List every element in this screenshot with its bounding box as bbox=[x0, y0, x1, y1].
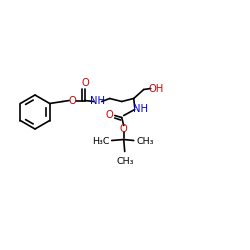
Text: CH₃: CH₃ bbox=[117, 157, 134, 166]
Text: CH₃: CH₃ bbox=[137, 137, 154, 146]
Text: O: O bbox=[120, 124, 128, 134]
Text: O: O bbox=[81, 78, 89, 88]
Text: NH: NH bbox=[133, 104, 148, 115]
Text: NH: NH bbox=[90, 96, 105, 106]
Text: H₃C: H₃C bbox=[92, 137, 110, 146]
Text: O: O bbox=[106, 110, 114, 120]
Text: O: O bbox=[69, 96, 76, 106]
Text: OH: OH bbox=[148, 84, 163, 94]
